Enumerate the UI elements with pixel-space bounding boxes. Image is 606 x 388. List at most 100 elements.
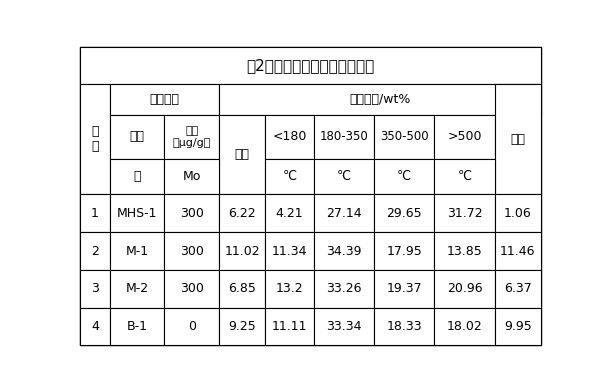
Text: 0: 0 <box>188 320 196 333</box>
Text: ℃: ℃ <box>282 170 296 183</box>
Text: 气体: 气体 <box>235 148 250 161</box>
Bar <box>265 270 314 308</box>
Bar <box>164 159 219 194</box>
Bar <box>164 115 219 159</box>
Bar <box>494 84 541 194</box>
Text: 18.02: 18.02 <box>447 320 482 333</box>
Text: 2: 2 <box>91 244 99 258</box>
Bar <box>494 270 541 308</box>
Text: B-1: B-1 <box>127 320 147 333</box>
Text: ℃: ℃ <box>337 170 351 183</box>
Bar <box>219 84 541 115</box>
Text: 9.95: 9.95 <box>504 320 531 333</box>
Text: 13.2: 13.2 <box>276 282 303 295</box>
Text: 剂: 剂 <box>133 170 141 183</box>
Bar <box>314 115 374 159</box>
Text: 3: 3 <box>91 282 99 295</box>
Text: 6.22: 6.22 <box>228 207 256 220</box>
Bar <box>219 194 265 232</box>
Text: 4: 4 <box>91 320 99 333</box>
Text: ℃: ℃ <box>397 170 411 183</box>
Text: 300: 300 <box>180 282 204 295</box>
Bar <box>494 308 541 345</box>
Bar <box>265 194 314 232</box>
Text: 180-350: 180-350 <box>319 130 368 144</box>
Bar <box>314 194 374 232</box>
Text: 27.14: 27.14 <box>326 207 362 220</box>
Bar <box>374 232 435 270</box>
Bar <box>219 115 265 194</box>
Bar <box>265 159 314 194</box>
Bar <box>219 308 265 345</box>
Text: 催化: 催化 <box>130 130 144 144</box>
Bar <box>314 308 374 345</box>
Bar <box>219 232 265 270</box>
Text: 6.85: 6.85 <box>228 282 256 295</box>
Bar <box>81 308 110 345</box>
Text: M-1: M-1 <box>125 244 148 258</box>
Text: 1: 1 <box>91 207 99 220</box>
Bar <box>435 159 494 194</box>
Text: >500: >500 <box>447 130 482 144</box>
Bar <box>265 115 314 159</box>
Text: 31.72: 31.72 <box>447 207 482 220</box>
Bar <box>110 270 164 308</box>
Text: MHS-1: MHS-1 <box>117 207 157 220</box>
Text: 300: 300 <box>180 244 204 258</box>
Bar <box>374 194 435 232</box>
Text: 结焦: 结焦 <box>510 133 525 146</box>
Bar <box>81 194 110 232</box>
Text: Mo: Mo <box>182 170 201 183</box>
Text: 300: 300 <box>180 207 204 220</box>
Bar <box>110 84 219 115</box>
Bar <box>110 232 164 270</box>
Text: ℃: ℃ <box>458 170 471 183</box>
Bar <box>435 232 494 270</box>
Bar <box>374 270 435 308</box>
Bar <box>81 47 541 84</box>
Text: 33.26: 33.26 <box>326 282 362 295</box>
Text: 33.34: 33.34 <box>326 320 362 333</box>
Bar <box>494 232 541 270</box>
Text: 9.25: 9.25 <box>228 320 256 333</box>
Bar <box>110 159 164 194</box>
Bar <box>164 308 219 345</box>
Text: <180: <180 <box>272 130 307 144</box>
Bar <box>435 308 494 345</box>
Text: 4.21: 4.21 <box>276 207 303 220</box>
Bar <box>314 232 374 270</box>
Text: 34.39: 34.39 <box>326 244 362 258</box>
Bar <box>494 194 541 232</box>
Bar <box>81 84 110 194</box>
Text: 6.37: 6.37 <box>504 282 531 295</box>
Text: 18.33: 18.33 <box>387 320 422 333</box>
Bar <box>374 308 435 345</box>
Text: 产品收率/wt%: 产品收率/wt% <box>349 93 410 106</box>
Bar <box>435 270 494 308</box>
Bar <box>374 159 435 194</box>
Bar <box>435 115 494 159</box>
Bar <box>374 115 435 159</box>
Bar <box>81 232 110 270</box>
Text: 20.96: 20.96 <box>447 282 482 295</box>
Bar <box>265 308 314 345</box>
Text: M-2: M-2 <box>125 282 148 295</box>
Bar <box>435 194 494 232</box>
Text: 11.02: 11.02 <box>224 244 260 258</box>
Text: 实验条件: 实验条件 <box>149 93 179 106</box>
Text: 11.34: 11.34 <box>271 244 307 258</box>
Text: 29.65: 29.65 <box>387 207 422 220</box>
Text: 13.85: 13.85 <box>447 244 482 258</box>
Bar <box>314 159 374 194</box>
Text: 1.06: 1.06 <box>504 207 531 220</box>
Text: 浓度
（μg/g）: 浓度 （μg/g） <box>173 126 211 148</box>
Text: 11.11: 11.11 <box>271 320 307 333</box>
Bar <box>164 194 219 232</box>
Text: 11.46: 11.46 <box>500 244 536 258</box>
Bar <box>110 194 164 232</box>
Bar <box>81 270 110 308</box>
Text: 17.95: 17.95 <box>386 244 422 258</box>
Bar <box>164 232 219 270</box>
Text: 350-500: 350-500 <box>380 130 428 144</box>
Text: 19.37: 19.37 <box>387 282 422 295</box>
